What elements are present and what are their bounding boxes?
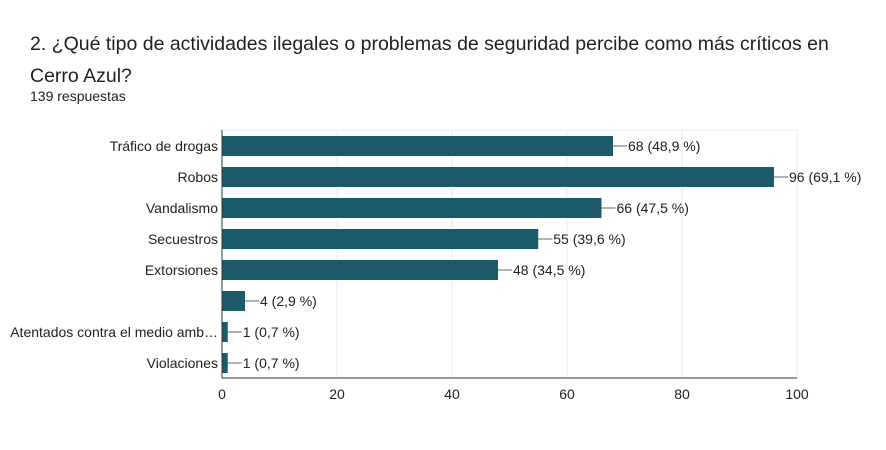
category-label: Secuestros xyxy=(148,231,218,247)
category-label: Tráfico de drogas xyxy=(110,138,218,154)
x-tick-label: 0 xyxy=(218,386,226,402)
data-label: 55 (39,6 %) xyxy=(553,231,625,247)
data-label: 4 (2,9 %) xyxy=(260,293,317,309)
bar xyxy=(222,229,539,249)
data-label: 66 (47,5 %) xyxy=(617,200,689,216)
axes xyxy=(221,130,797,379)
data-label: 1 (0,7 %) xyxy=(243,324,300,340)
x-tick-label: 80 xyxy=(674,386,690,402)
x-tick-label: 100 xyxy=(785,386,809,402)
bar xyxy=(222,353,228,373)
data-label: 68 (48,9 %) xyxy=(628,138,700,154)
bar xyxy=(222,167,774,187)
labels: 0 20 40 60 80 100 Tráfico de drogas 68 (48,9 %)… xyxy=(10,138,861,402)
category-label: Robos xyxy=(178,169,218,185)
question-title: 2. ¿Qué tipo de actividades ilegales o p… xyxy=(30,33,829,87)
x-tick-label: 40 xyxy=(444,386,460,402)
bar xyxy=(222,260,498,280)
category-label: Violaciones xyxy=(147,355,218,371)
category-label: Extorsiones xyxy=(145,262,218,278)
bar xyxy=(222,322,228,342)
bar xyxy=(222,136,613,156)
x-tick-label: 20 xyxy=(329,386,345,402)
response-count: 139 respuestas xyxy=(30,88,126,104)
bar xyxy=(222,291,245,311)
category-label: Vandalismo xyxy=(146,200,218,216)
data-label: 48 (34,5 %) xyxy=(513,262,585,278)
x-tick-label: 60 xyxy=(559,386,575,402)
category-label: Atentados contra el medio amb… xyxy=(10,324,218,340)
bar xyxy=(222,198,602,218)
bars xyxy=(222,136,774,373)
data-label: 1 (0,7 %) xyxy=(243,355,300,371)
data-label: 96 (69,1 %) xyxy=(789,169,861,185)
